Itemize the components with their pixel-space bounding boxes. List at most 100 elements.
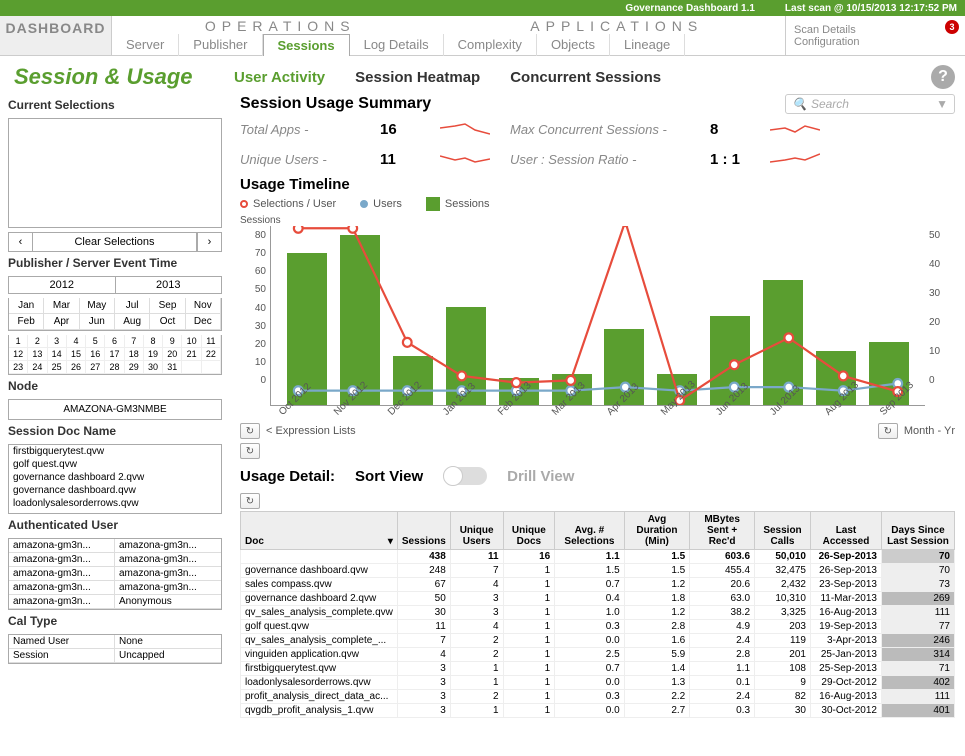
drill-view-label: Drill View	[507, 468, 574, 485]
chart-area	[270, 226, 925, 406]
prev-sel-button[interactable]: ‹	[9, 233, 33, 251]
legend-users-icon	[360, 200, 368, 208]
col-header[interactable]: Avg. # Selections	[555, 512, 624, 550]
sparkline-ratio	[770, 150, 820, 168]
help-icon[interactable]: ?	[931, 65, 955, 89]
top-bar: Governance Dashboard 1.1 Last scan @ 10/…	[0, 0, 965, 16]
sparkline-apps	[440, 120, 490, 138]
metric-total-apps-label: Total Apps -	[240, 122, 360, 137]
event-time-title: Publisher / Server Event Time	[8, 256, 222, 270]
subtab-concurrent-sessions[interactable]: Concurrent Sessions	[510, 69, 661, 86]
legend-users: Users	[373, 198, 402, 210]
table-row[interactable]: governance dashboard 2.qvw50310.41.863.0…	[241, 592, 955, 606]
subtab-user-activity[interactable]: User Activity	[234, 69, 325, 86]
cycle-button-1[interactable]: ↻	[240, 423, 260, 439]
cycle-button-3[interactable]: ↻	[240, 443, 260, 459]
usage-detail-title: Usage Detail:	[240, 468, 335, 485]
search-input[interactable]: 🔍 Search ▼	[785, 94, 955, 114]
cal-type-list[interactable]: Named UserNoneSessionUncapped	[8, 634, 222, 664]
current-selections-box	[8, 118, 222, 228]
current-selections-title: Current Selections	[8, 98, 222, 112]
sort-view-label: Sort View	[355, 468, 423, 485]
table-row[interactable]: qv_sales_analysis_complete.qvw30311.01.2…	[241, 606, 955, 620]
tab-complexity[interactable]: Complexity	[444, 34, 537, 56]
legend-sel: Selections / User	[253, 198, 336, 210]
table-row[interactable]: qvgdb_profit_analysis_1.qvw3110.02.70.33…	[241, 704, 955, 718]
table-row[interactable]: profit_analysis_direct_data_ac...3210.32…	[241, 690, 955, 704]
table-row[interactable]: firstbigquerytest.qvw3110.71.41.110825-S…	[241, 662, 955, 676]
app-title: Governance Dashboard 1.1	[625, 3, 755, 14]
node-value[interactable]: AMAZONA-GM3NMBE	[8, 399, 222, 420]
y-axis-right: 50403020100	[925, 226, 955, 406]
applications-label: APPLICATIONS	[449, 18, 786, 34]
chevron-down-icon: ▼	[936, 97, 948, 111]
expression-lists[interactable]: < Expression Lists	[266, 425, 356, 437]
auth-user-list[interactable]: amazona-gm3n...amazona-gm3n...amazona-gm…	[8, 538, 222, 610]
legend-sessions: Sessions	[445, 198, 490, 210]
session-doc-list[interactable]: firstbigquerytest.qvwgolf quest.qvwgover…	[8, 444, 222, 514]
clear-selections-button[interactable]: Clear Selections	[33, 233, 197, 251]
metric-ratio-value: 1 : 1	[710, 151, 750, 168]
dashboard-tab[interactable]: DASHBOARD	[0, 16, 112, 55]
col-header[interactable]: Doc ▾	[241, 512, 398, 550]
col-header[interactable]: Days Since Last Session	[881, 512, 954, 550]
col-header[interactable]: MBytes Sent + Rec'd	[690, 512, 755, 550]
table-row[interactable]: qv_sales_analysis_complete_...7210.01.62…	[241, 634, 955, 648]
col-header[interactable]: Unique Docs	[503, 512, 555, 550]
auth-user-title: Authenticated User	[8, 518, 222, 532]
table-row[interactable]: loadonlysalesorderrows.qvw3110.01.30.192…	[241, 676, 955, 690]
col-header[interactable]: Session Calls	[755, 512, 811, 550]
tab-lineage[interactable]: Lineage	[610, 34, 685, 56]
chart-legend: Selections / User Users Sessions	[240, 193, 955, 215]
sparkline-users	[440, 150, 490, 168]
cycle-button-4[interactable]: ↻	[240, 493, 260, 509]
metric-total-apps-value: 16	[380, 121, 420, 138]
tab-log-details[interactable]: Log Details	[350, 34, 444, 56]
subheader: Session & Usage User Activity Session Hea…	[0, 56, 965, 94]
alert-badge[interactable]: 3	[945, 20, 959, 34]
metric-ratio-label: User : Session Ratio -	[510, 152, 690, 167]
search-icon: 🔍	[792, 97, 807, 111]
col-header[interactable]: Avg Duration (Min)	[624, 512, 690, 550]
y-axis-title: Sessions	[240, 215, 955, 226]
col-header[interactable]: Sessions	[397, 512, 450, 550]
tab-sessions[interactable]: Sessions	[263, 34, 350, 56]
subtab-session-heatmap[interactable]: Session Heatmap	[355, 69, 480, 86]
page-title: Session & Usage	[14, 64, 234, 90]
legend-sessions-icon	[426, 197, 440, 211]
table-row[interactable]: sales compass.qvw67410.71.220.62,43223-S…	[241, 578, 955, 592]
col-header[interactable]: Unique Users	[450, 512, 503, 550]
metric-max-sessions-label: Max Concurrent Sessions -	[510, 122, 690, 137]
selection-nav: ‹ Clear Selections ›	[8, 232, 222, 252]
view-toggle[interactable]	[443, 467, 487, 485]
node-title: Node	[8, 379, 222, 393]
day-selector[interactable]: 1234567891011121314151617181920212223242…	[8, 335, 222, 375]
col-header[interactable]: Last Accessed	[810, 512, 881, 550]
table-row[interactable]: vinguiden application.qvw4212.55.92.8201…	[241, 648, 955, 662]
scan-details-link[interactable]: Scan Details	[794, 24, 957, 36]
usage-chart: 80706050403020100 50403020100	[240, 226, 955, 406]
next-sel-button[interactable]: ›	[197, 233, 221, 251]
summary-title: Session Usage Summary	[240, 95, 431, 113]
x-axis-labels: Oct 2012Nov 2012Dec 2012Jan 2013Feb 2013…	[240, 406, 955, 421]
table-row[interactable]: golf quest.qvw11410.32.84.920319-Sep-201…	[241, 620, 955, 634]
configuration-link[interactable]: Configuration	[794, 36, 957, 48]
usage-detail-table[interactable]: Doc ▾SessionsUnique UsersUnique DocsAvg.…	[240, 511, 955, 718]
cycle-button-2[interactable]: ↻	[878, 423, 898, 439]
metric-unique-users-label: Unique Users -	[240, 152, 360, 167]
cal-type-title: Cal Type	[8, 614, 222, 628]
session-doc-title: Session Doc Name	[8, 424, 222, 438]
header-right: Scan Details Configuration 3	[785, 16, 965, 55]
sidebar: Current Selections ‹ Clear Selections › …	[0, 94, 230, 754]
nav-tabs: ServerPublisherSessionsLog DetailsComple…	[112, 34, 785, 56]
year-selector[interactable]: 20122013	[8, 276, 222, 294]
timeline-title: Usage Timeline	[240, 176, 955, 193]
month-selector[interactable]: JanMarMayJulSepNovFebAprJunAugOctDec	[8, 298, 222, 331]
table-row[interactable]: governance dashboard.qvw248711.51.5455.4…	[241, 564, 955, 578]
content: Session Usage Summary 🔍 Search ▼ Total A…	[230, 94, 965, 754]
tab-server[interactable]: Server	[112, 34, 179, 56]
bar[interactable]	[340, 235, 380, 405]
tab-objects[interactable]: Objects	[537, 34, 610, 56]
cycle-label: Month - Yr	[904, 425, 955, 437]
tab-publisher[interactable]: Publisher	[179, 34, 262, 56]
